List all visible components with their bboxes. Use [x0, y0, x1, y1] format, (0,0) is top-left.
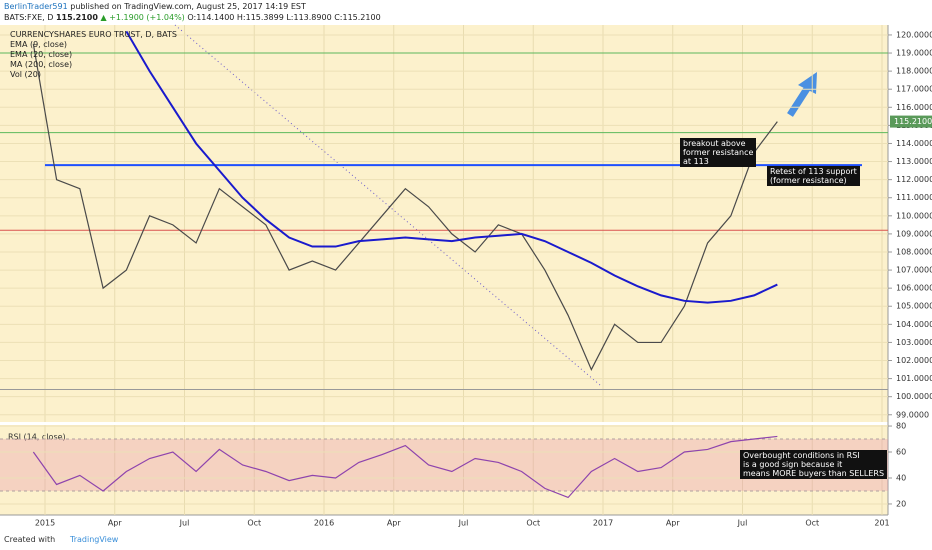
y-tick-label: 80 — [896, 422, 906, 431]
y-tick-label: 117.0000 — [896, 85, 932, 94]
x-tick-label: Jul — [458, 519, 469, 528]
x-tick-label: 2016 — [314, 519, 334, 528]
y-tick-label: 100.0000 — [896, 392, 932, 401]
rsi-title: RSI (14, close) — [8, 433, 66, 442]
series-line — [125, 30, 778, 304]
change: ▲ +1.1900 (+1.04%) — [100, 13, 185, 22]
annotation: Overbought conditions in RSI is a good s… — [740, 450, 888, 479]
annotation: Retest of 113 support (former resistance… — [767, 166, 860, 186]
y-tick-label: 118.0000 — [896, 67, 932, 76]
footer-brand: TradingView — [70, 535, 119, 544]
x-tick-label: Oct — [805, 519, 819, 528]
y-tick-label: 103.0000 — [896, 338, 932, 347]
legend-entry: Vol (20) — [10, 70, 41, 79]
y-tick-label: 107.0000 — [896, 266, 932, 275]
x-tick-label: Jul — [737, 519, 748, 528]
ohlc: O:114.1400 H:115.3899 L:113.8900 C:115.2… — [187, 13, 381, 22]
x-tick-label: Apr — [108, 519, 123, 528]
y-tick-label: 60 — [896, 448, 906, 457]
x-tick-label: Apr — [666, 519, 681, 528]
series-line — [32, 43, 778, 371]
header-line: BATS:FXE, D 115.2100 ▲ +1.1900 (+1.04%) … — [4, 13, 381, 22]
author: BerlinTrader591 — [4, 2, 68, 11]
x-tick-label: 2017 — [593, 519, 613, 528]
y-tick-label: 108.0000 — [896, 247, 932, 256]
published: published on TradingView.com, August 25,… — [70, 2, 306, 11]
legend-entry: EMA (20, close) — [10, 50, 73, 59]
price: 115.2100 — [55, 13, 98, 22]
footer-text: Created with — [4, 535, 56, 544]
y-tick-label: 20 — [896, 499, 906, 508]
y-tick-label: 40 — [896, 473, 906, 482]
y-tick-label: 111.0000 — [896, 193, 932, 202]
x-tick-label: Jul — [179, 519, 190, 528]
y-tick-label: 110.0000 — [896, 211, 932, 220]
x-tick-label: Oct — [526, 519, 540, 528]
price-panel — [0, 25, 888, 422]
x-tick-label: Apr — [387, 519, 402, 528]
legend-entry: MA (200, close) — [10, 60, 73, 69]
y-tick-label: 105.0000 — [896, 302, 932, 311]
x-tick-label: 201 — [874, 519, 889, 528]
trendline — [174, 24, 601, 386]
annotation: breakout above former resistance at 113 — [680, 138, 757, 167]
last-price-box — [890, 115, 932, 128]
y-tick-label: 120.0000 — [896, 30, 932, 39]
legend-entry: CURRENCYSHARES EURO TRUST, D, BATS — [10, 30, 177, 39]
y-tick-label: 113.0000 — [896, 157, 932, 166]
y-tick-label: 119.0000 — [896, 49, 932, 58]
y-tick-label: 104.0000 — [896, 320, 932, 329]
y-tick-label: 114.0000 — [896, 139, 932, 148]
y-tick-label: 112.0000 — [896, 175, 932, 184]
y-tick-label: 99.0000 — [896, 410, 929, 419]
header-line: BerlinTrader591 published on TradingView… — [4, 2, 306, 11]
series-line — [32, 435, 778, 499]
symbol: BATS:FXE, D — [4, 13, 54, 22]
legend: CURRENCYSHARES EURO TRUST, D, BATS EMA (… — [10, 30, 177, 80]
y-tick-label: 106.0000 — [896, 284, 932, 293]
y-tick-label: 101.0000 — [896, 374, 932, 383]
y-tick-label: 109.0000 — [896, 229, 932, 238]
x-tick-label: 2015 — [35, 519, 55, 528]
y-tick-label: 102.0000 — [896, 356, 932, 365]
last-price-label: 115.2100 — [894, 117, 932, 126]
legend-entry: EMA (9, close) — [10, 40, 67, 49]
y-tick-label: 116.0000 — [896, 103, 932, 112]
x-tick-label: Oct — [247, 519, 261, 528]
